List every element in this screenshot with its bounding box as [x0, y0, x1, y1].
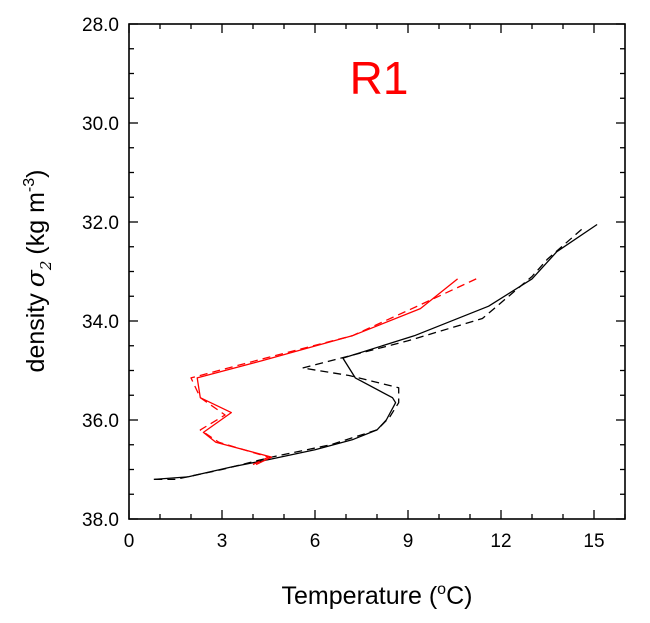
y-tick-label: 36.0 — [82, 411, 119, 432]
x-tick-label: 15 — [583, 531, 604, 552]
y-axis-title-units-sup: -3 — [21, 178, 38, 192]
x-tick-label: 0 — [124, 531, 135, 552]
series-line-1 — [153, 223, 598, 481]
y-tick-label: 34.0 — [82, 312, 119, 333]
panel-label: R1 — [350, 52, 409, 104]
x-tick-label: 9 — [403, 531, 414, 552]
data-series — [153, 223, 598, 481]
x-axis-title-tail: C) — [446, 582, 472, 610]
plot-frame — [128, 23, 626, 520]
y-axis-title-main: density — [22, 293, 50, 373]
series-line-2 — [153, 228, 583, 481]
y-tick-label: 30.0 — [82, 114, 119, 135]
y-axis-title-units-tail: ) — [22, 170, 50, 178]
y-axis-title: density σ2 (kg m-3) — [21, 170, 55, 373]
y-tick-label: 32.0 — [82, 213, 119, 234]
y-axis-title-sub: 2 — [37, 261, 55, 272]
y-tick-label: 38.0 — [82, 510, 119, 531]
x-tick-label: 12 — [490, 531, 511, 552]
y-axis-title-symbol: σ — [21, 269, 50, 287]
x-tick-label: 3 — [217, 531, 228, 552]
y-tick-label: 28.0 — [82, 15, 119, 36]
tick-labels: 0 3 6 9 12 15 28.0 30.0 32.0 34.0 36.0 38.0 — [82, 15, 605, 552]
x-axis-title: Temperature (oC) — [282, 581, 473, 610]
x-axis-title-sup: o — [437, 581, 446, 598]
x-axis-title-main: Temperature ( — [282, 582, 438, 610]
x-tick-label: 6 — [310, 531, 321, 552]
series-line-4 — [190, 278, 477, 466]
y-axis-title-units: (kg m — [22, 192, 50, 255]
